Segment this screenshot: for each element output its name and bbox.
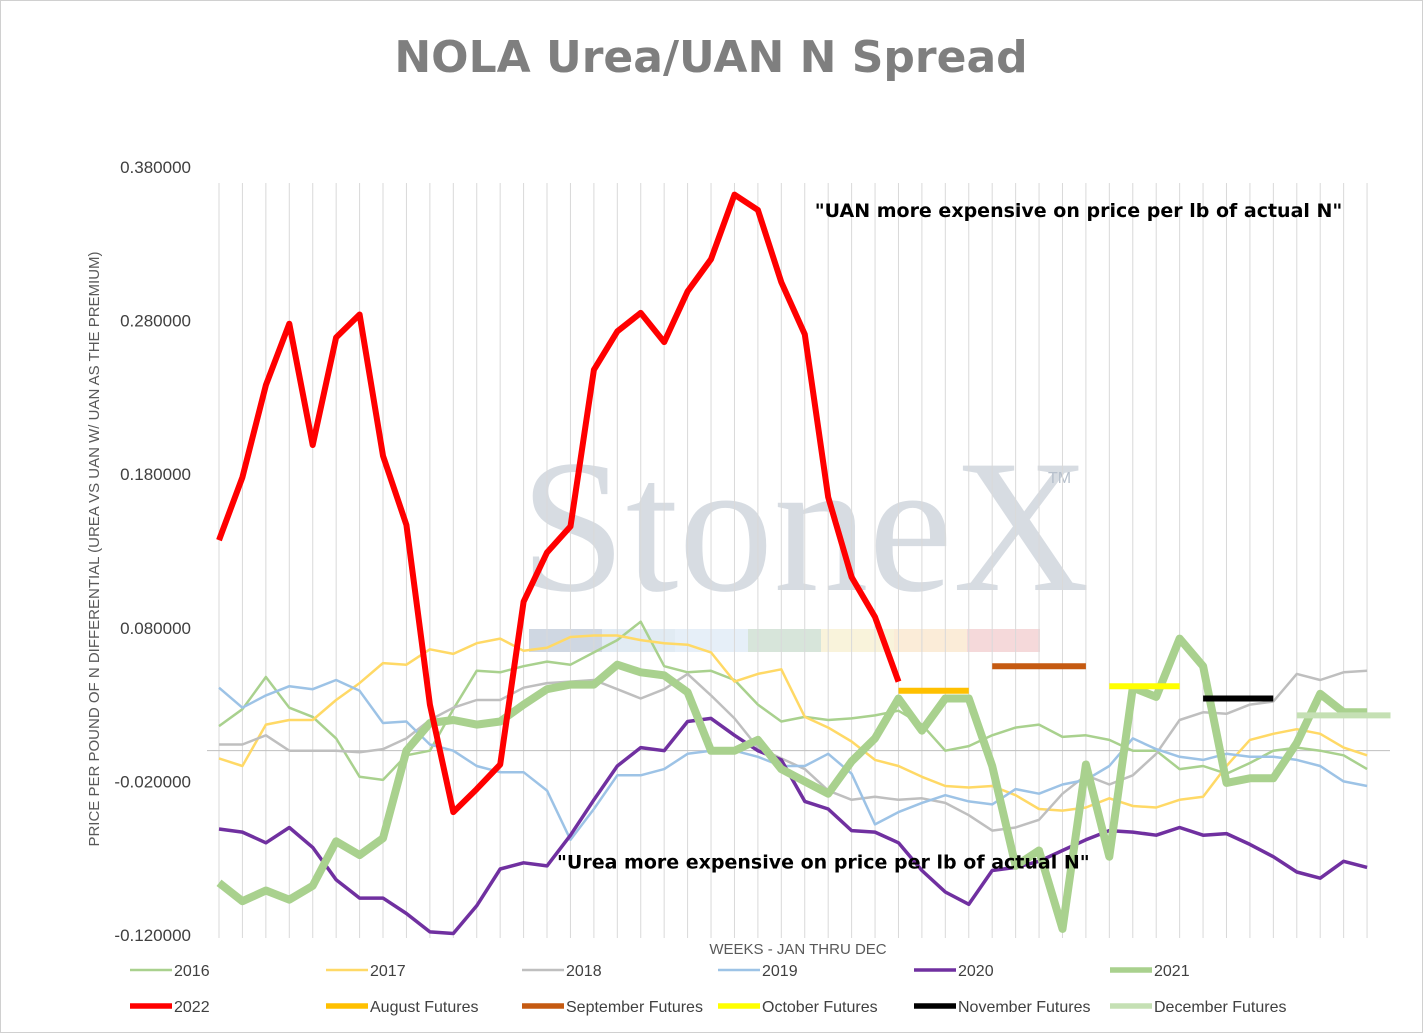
watermark-trademark: TM — [1048, 470, 1071, 487]
legend-item: 2020 — [914, 963, 994, 980]
watermark-band — [748, 629, 821, 652]
legend-label: 2020 — [958, 963, 994, 980]
series-line-2020 — [218, 716, 1368, 936]
legend-label: October Futures — [762, 999, 878, 1016]
watermark-color-bands — [529, 629, 1040, 652]
y-tick-label: 0.080000 — [120, 619, 191, 638]
legend: 2016 2017 2018 2019 2020 2021 2022 August Futur… — [130, 963, 1287, 1016]
series-line-2022 — [216, 191, 902, 816]
legend-item: 2022 — [130, 999, 210, 1016]
vertical-gridlines — [218, 183, 1368, 938]
watermark-band — [821, 629, 894, 652]
legend-item: 2016 — [130, 963, 210, 980]
annotations: "UAN more expensive on price per lb of a… — [557, 200, 1342, 873]
series-line-2017 — [218, 634, 1368, 812]
legend-label: November Futures — [958, 999, 1091, 1016]
legend-label: December Futures — [1154, 999, 1287, 1016]
series-line-2016 — [218, 620, 1368, 782]
y-tick-label: -0.120000 — [114, 926, 191, 945]
legend-label: September Futures — [566, 999, 703, 1016]
chart-title: NOLA Urea/UAN N Spread — [394, 32, 1027, 83]
legend-label: 2018 — [566, 963, 602, 980]
legend-label: 2022 — [174, 999, 210, 1016]
legend-item: 2019 — [718, 963, 798, 980]
legend-item: October Futures — [718, 999, 878, 1016]
y-tick-label: -0.020000 — [114, 772, 191, 791]
legend-label: 2019 — [762, 963, 798, 980]
legend-label: August Futures — [370, 999, 479, 1016]
legend-label: 2021 — [1154, 963, 1190, 980]
x-axis-label: WEEKS - JAN THRU DEC — [709, 941, 886, 958]
series-line-2021 — [216, 634, 1368, 933]
y-axis-ticks: -0.120000 -0.020000 0.080000 0.180000 0.2800… — [114, 158, 191, 945]
y-tick-label: 0.380000 — [120, 158, 191, 177]
legend-item: 2021 — [1110, 963, 1190, 980]
legend-label: 2017 — [370, 963, 406, 980]
series-line-2019 — [218, 678, 1368, 842]
series-lines — [216, 191, 1391, 936]
series-line-2018 — [219, 669, 1368, 832]
legend-item: September Futures — [522, 999, 703, 1016]
legend-item: December Futures — [1110, 999, 1287, 1016]
watermark-band — [967, 629, 1040, 652]
legend-item: 2017 — [326, 963, 406, 980]
y-axis-label: PRICE PER POUND OF N DIFFERENTIAL (UREA … — [86, 251, 103, 846]
legend-item: August Futures — [326, 999, 479, 1016]
legend-label: 2016 — [174, 963, 210, 980]
y-tick-label: 0.280000 — [120, 312, 191, 331]
annotation: "UAN more expensive on price per lb of a… — [815, 200, 1343, 222]
y-tick-label: 0.180000 — [120, 465, 191, 484]
legend-item: 2018 — [522, 963, 602, 980]
legend-item: November Futures — [914, 999, 1091, 1016]
annotation: "Urea more expensive on price per lb of … — [557, 851, 1090, 873]
watermark-band — [894, 629, 967, 652]
